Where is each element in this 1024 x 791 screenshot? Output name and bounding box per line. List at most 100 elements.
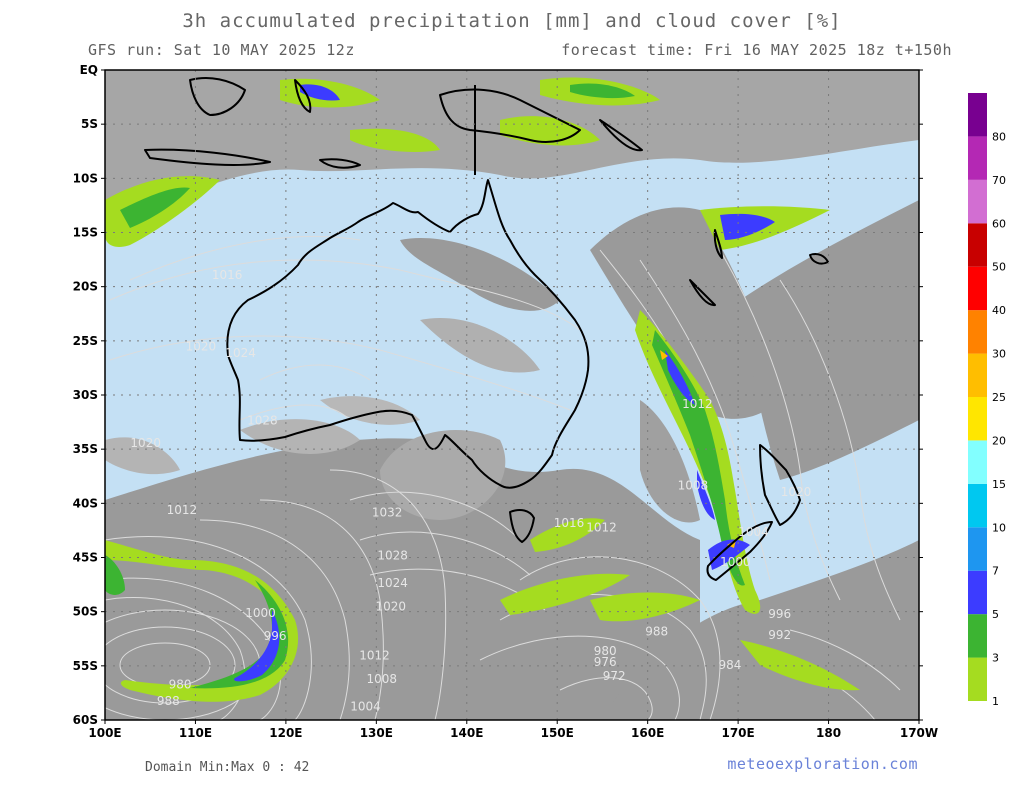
lon-label: 110E xyxy=(179,726,212,740)
lon-label: 170W xyxy=(900,726,938,740)
lon-label: 140E xyxy=(450,726,483,740)
isobar-label: 1020 xyxy=(130,436,161,450)
isobar-label: 1020 xyxy=(781,485,812,499)
legend-label: 60 xyxy=(992,217,1006,230)
australia-coastline xyxy=(226,179,590,489)
cloud-cover-layer xyxy=(105,70,919,720)
lat-label: 30S xyxy=(73,388,98,402)
lon-label: 170E xyxy=(721,726,754,740)
legend-color-box xyxy=(968,527,987,571)
legend-color-box xyxy=(968,310,987,354)
axis-ticks xyxy=(101,69,923,724)
legend-label: 80 xyxy=(992,130,1006,143)
isobar-label: 988 xyxy=(157,694,180,708)
site-credit: meteoexploration.com xyxy=(727,755,918,773)
isobar-label: 1012 xyxy=(682,397,713,411)
legend-label: 30 xyxy=(992,348,1006,361)
lon-label: 160E xyxy=(631,726,664,740)
isobar-label: 1016 xyxy=(554,516,585,530)
legend-label: 5 xyxy=(992,608,999,621)
isobar-label: 992 xyxy=(768,628,791,642)
lat-label: 10S xyxy=(73,171,98,185)
isobar-label: 1012 xyxy=(167,503,198,517)
legend-label: 10 xyxy=(992,521,1006,534)
isobar-label: 1000 xyxy=(720,555,751,569)
legend-label: 1 xyxy=(992,695,999,708)
lat-label: 50S xyxy=(73,605,98,619)
legend-label: 15 xyxy=(992,478,1006,491)
lon-label: 100E xyxy=(88,726,121,740)
legend-color-box xyxy=(968,223,987,267)
isobar-label: 996 xyxy=(264,629,287,643)
isobar-label: 1020 xyxy=(376,600,407,614)
isobar-labels: 1012 1000 996 980 988 1032 1028 1024 1020 1012 100… xyxy=(130,268,811,713)
isobar-label: 980 xyxy=(169,678,192,692)
model-run-label: GFS run: Sat 10 MAY 2025 12z xyxy=(88,41,355,59)
nz-south-island-coastline xyxy=(706,521,773,581)
isobar-label: 1024 xyxy=(377,576,408,590)
legend-color-box xyxy=(968,266,987,311)
lat-label: 20S xyxy=(73,280,98,294)
domain-minmax-label: Domain Min:Max 0 : 42 xyxy=(145,760,310,775)
isobar-label: 1028 xyxy=(377,549,408,563)
legend-color-box xyxy=(968,657,987,701)
legend-color-box xyxy=(968,136,987,180)
isobar-label: 1008 xyxy=(366,672,397,686)
isobar-label: 1004 xyxy=(350,699,381,713)
lat-label: 45S xyxy=(73,551,98,565)
lon-label: 150E xyxy=(541,726,574,740)
isobar-label: 1016 xyxy=(212,268,243,282)
lon-label: 130E xyxy=(360,726,393,740)
precipitation-layer xyxy=(105,77,860,702)
legend-label: 7 xyxy=(992,565,999,578)
new-caledonia-coastline xyxy=(689,279,716,307)
isobar-label: 976 xyxy=(594,655,617,669)
legend-color-box xyxy=(968,440,987,484)
lon-label: 180 xyxy=(816,726,841,740)
solomon-islands-coastline xyxy=(599,119,643,152)
forecast-time-label: forecast time: Fri 16 MAY 2025 18z t+150… xyxy=(561,41,952,59)
legend-color-box xyxy=(968,397,987,441)
coastlines xyxy=(144,77,829,581)
map-title: 3h accumulated precipitation [mm] and cl… xyxy=(182,10,842,32)
java-coastline xyxy=(144,148,271,166)
isobar-label: 1020 xyxy=(186,340,217,354)
lat-label: 25S xyxy=(73,334,98,348)
nz-north-island-coastline xyxy=(759,444,801,526)
latitude-labels: EQ 5S 10S 15S 20S 25S 30S 35S 40S 45S 50S 55S 60S xyxy=(73,63,98,727)
lat-label: 40S xyxy=(73,496,98,510)
map-area xyxy=(105,70,919,720)
isobar-label: 1008 xyxy=(678,478,709,492)
lon-label: 120E xyxy=(269,726,302,740)
legend-label: 70 xyxy=(992,174,1006,187)
legend-color-box xyxy=(968,614,987,658)
legend-color-box xyxy=(968,353,987,397)
lat-label: 60S xyxy=(73,713,98,727)
isobar-label: 988 xyxy=(645,625,668,639)
lat-label: EQ xyxy=(80,63,98,77)
longitude-labels: 100E 110E 120E 130E 140E 150E 160E 170E 180 170W xyxy=(88,726,938,740)
legend-label: 25 xyxy=(992,391,1006,404)
sulawesi-coastline xyxy=(294,79,312,113)
lat-label: 35S xyxy=(73,442,98,456)
isobar-label: 972 xyxy=(603,669,626,683)
vanuatu-coastline xyxy=(713,229,723,259)
fiji-coastline xyxy=(809,252,829,265)
isobar-label: 1032 xyxy=(372,505,403,519)
legend-label: 3 xyxy=(992,652,999,665)
legend-color-box xyxy=(968,179,987,224)
isobar-label: 1012 xyxy=(359,648,390,662)
legend-label: 40 xyxy=(992,304,1006,317)
legend-color-box xyxy=(968,570,987,615)
borneo-coastline xyxy=(189,77,246,116)
isobar-label: 996 xyxy=(768,607,791,621)
tasmania-coastline xyxy=(509,509,535,543)
isobar-label: 1004 xyxy=(738,525,769,539)
lat-label: 5S xyxy=(81,117,98,131)
isobar-label: 1012 xyxy=(586,521,617,535)
isobar-label: 984 xyxy=(719,658,742,672)
legend-label: 20 xyxy=(992,434,1006,447)
isobar-label: 980 xyxy=(594,644,617,658)
legend-color-box xyxy=(968,93,987,137)
new-guinea-coastline xyxy=(439,88,581,143)
